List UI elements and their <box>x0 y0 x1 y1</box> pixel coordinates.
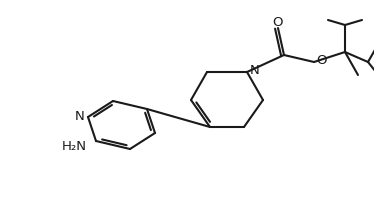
Text: N: N <box>250 64 260 77</box>
Text: H₂N: H₂N <box>61 140 86 154</box>
Text: N: N <box>75 110 85 122</box>
Text: O: O <box>273 17 283 29</box>
Text: O: O <box>317 54 327 68</box>
